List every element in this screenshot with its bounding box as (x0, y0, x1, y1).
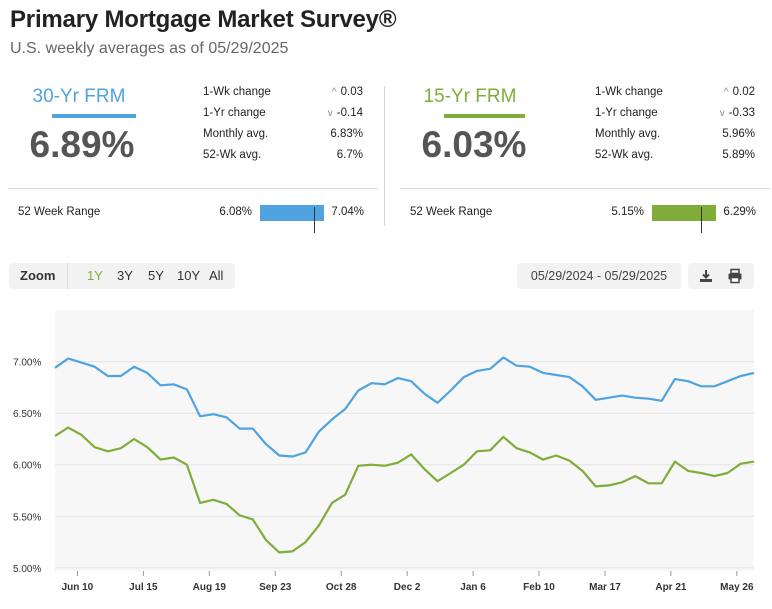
zoom-separator (67, 263, 68, 289)
stat-value: ^ 0.03 (332, 86, 363, 98)
x-tick-label: Oct 28 (326, 582, 357, 593)
frm15-52wk-value: 5.89% (722, 149, 755, 161)
frm30-range-low: 6.08% (219, 206, 252, 218)
frm30-range-marker (314, 207, 316, 233)
y-tick-label: 5.00% (13, 564, 41, 575)
frm15-label: 15-Yr FRM (423, 86, 517, 107)
frm15-range-low: 5.15% (611, 206, 644, 218)
stat-value: ^ 0.02 (724, 86, 755, 98)
frm30-panel: 30-Yr FRM 6.89% 1-Wk change ^ 0.03 1-Yr c… (8, 84, 378, 233)
x-tick-label: Aug 19 (193, 582, 227, 593)
y-tick-label: 5.50% (13, 512, 41, 523)
stat-label: 52-Wk avg. (203, 149, 262, 161)
x-tick-label: May 26 (720, 582, 754, 593)
frm15-range-high: 6.29% (723, 206, 756, 218)
frm30-label: 30-Yr FRM (32, 86, 126, 107)
frm15-rate: 6.03% (421, 124, 527, 165)
divider (8, 188, 378, 189)
down-arrow-icon: v (327, 108, 333, 119)
down-arrow-icon: v (719, 108, 725, 119)
zoom-1y-button[interactable]: 1Y (87, 268, 103, 283)
zoom-10y-button[interactable]: 10Y (177, 268, 201, 283)
panel-divider (384, 86, 385, 226)
frm15-wk-change-row: 1-Wk change ^ 0.02 (595, 86, 755, 107)
stat-label: 1-Yr change (203, 107, 266, 119)
stat-label: 1-Wk change (203, 86, 271, 98)
frm30-monthly-value: 6.83% (330, 128, 363, 140)
download-icon[interactable] (698, 268, 714, 284)
stat-value: v -0.33 (720, 107, 755, 119)
frm15-underline (444, 114, 525, 118)
y-tick-label: 7.00% (13, 358, 41, 369)
x-tick-label: Apr 21 (655, 582, 687, 593)
stat-value: v -0.14 (328, 107, 363, 119)
stat-label: 1-Wk change (595, 86, 663, 98)
frm15-stats: 1-Wk change ^ 0.02 1-Yr change v -0.33 Mon… (595, 86, 755, 170)
frm15-panel: 15-Yr FRM 6.03% 1-Wk change ^ 0.02 1-Yr c… (400, 84, 770, 233)
frm15-range-row: 52 Week Range 5.15% 6.29% (400, 198, 770, 233)
frm30-52wk-row: 52-Wk avg. 6.7% (203, 149, 363, 170)
x-tick-label: Dec 2 (394, 582, 421, 593)
x-tick-label: Jan 6 (460, 582, 486, 593)
up-arrow-icon: ^ (331, 87, 337, 98)
frm15-yr-change-row: 1-Yr change v -0.33 (595, 107, 755, 128)
frm30-yr-change-value: -0.14 (336, 107, 363, 119)
frm15-monthly-value: 5.96% (722, 128, 755, 140)
print-icon[interactable] (727, 268, 743, 284)
frm30-52wk-value: 6.7% (336, 149, 363, 161)
plot-background (55, 310, 754, 571)
frm30-monthly-row: Monthly avg. 6.83% (203, 128, 363, 149)
frm30-stats: 1-Wk change ^ 0.03 1-Yr change v -0.14 Mon… (203, 86, 363, 170)
range-label: 52 Week Range (410, 206, 493, 218)
x-tick-label: Jul 15 (129, 582, 158, 593)
zoom-3y-button[interactable]: 3Y (117, 268, 133, 283)
frm30-underline (52, 114, 136, 118)
frm30-rate: 6.89% (29, 124, 135, 165)
zoom-5y-button[interactable]: 5Y (148, 268, 164, 283)
y-tick-label: 6.50% (13, 409, 41, 420)
x-tick-label: Feb 10 (523, 582, 555, 593)
stat-label: Monthly avg. (203, 128, 269, 140)
frm30-yr-change-row: 1-Yr change v -0.14 (203, 107, 363, 128)
frm30-wk-change-row: 1-Wk change ^ 0.03 (203, 86, 363, 107)
frm15-range-marker (701, 207, 703, 233)
stat-label: Monthly avg. (595, 128, 661, 140)
stat-label: 1-Yr change (595, 107, 658, 119)
frm30-range-high: 7.04% (331, 206, 364, 218)
frm30-range-bar (260, 205, 324, 233)
zoom-all-button[interactable]: All (209, 268, 224, 283)
frm15-range-bar (652, 205, 716, 233)
x-tick-label: Sep 23 (259, 582, 292, 593)
y-tick-label: 6.00% (13, 461, 41, 472)
frm30-range-row: 52 Week Range 6.08% 7.04% (8, 198, 378, 233)
page-title: Primary Mortgage Market Survey® (10, 6, 397, 33)
mortgage-rate-chart: 7.00% 6.50% 6.00% 5.50% 5.00% Jun 10 Jul 15 Aug… (13, 310, 755, 593)
range-label: 52 Week Range (18, 206, 101, 218)
frm15-monthly-row: Monthly avg. 5.96% (595, 128, 755, 149)
x-tick-label: Jun 10 (62, 582, 94, 593)
series-line-15yr (54, 426, 755, 554)
zoom-label: Zoom (20, 268, 56, 283)
series-line-30yr (54, 356, 755, 458)
page-subtitle: U.S. weekly averages as of 05/29/2025 (10, 40, 289, 57)
x-tick-label: Mar 17 (589, 582, 621, 593)
date-range-display[interactable]: 05/29/2024 - 05/29/2025 (517, 263, 681, 289)
zoom-selector: Zoom 1Y 3Y 5Y 10Y All (9, 263, 235, 289)
up-arrow-icon: ^ (723, 87, 729, 98)
stat-label: 52-Wk avg. (595, 149, 654, 161)
frm15-yr-change-value: -0.33 (728, 107, 755, 119)
frm15-wk-change-value: 0.02 (732, 86, 755, 98)
divider (400, 188, 770, 189)
frm30-wk-change-value: 0.03 (340, 86, 363, 98)
chart-tools (688, 263, 754, 289)
frm15-52wk-row: 52-Wk avg. 5.89% (595, 149, 755, 170)
